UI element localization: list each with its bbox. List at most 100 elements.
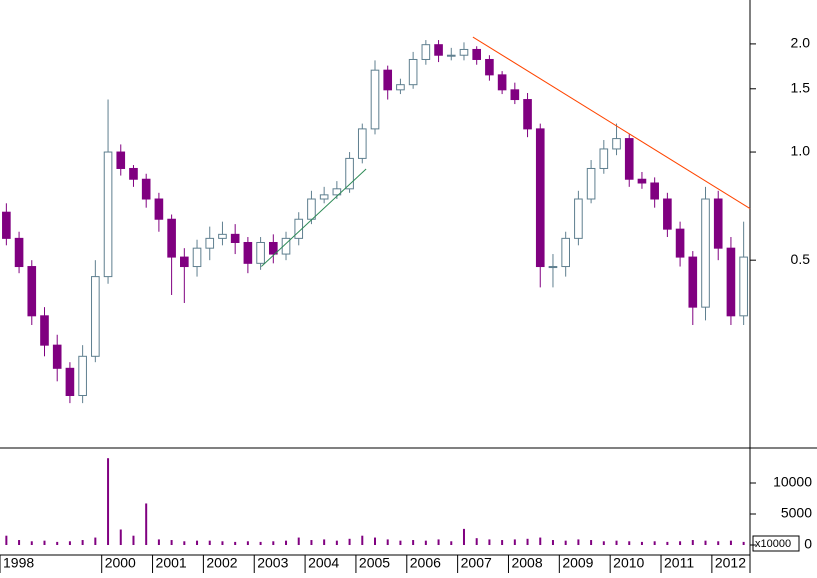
- candle-body: [650, 182, 659, 200]
- candle-body: [154, 198, 164, 220]
- candle-body: [218, 233, 227, 239]
- volume-bar: [590, 540, 593, 545]
- candle-body: [357, 128, 367, 159]
- candle-body: [243, 241, 253, 264]
- x-tick-label: 1998: [3, 555, 34, 571]
- volume-bar: [729, 540, 732, 545]
- candle-body: [574, 198, 583, 239]
- candle-body: [421, 44, 431, 60]
- candle-body: [561, 237, 570, 268]
- candle-body: [535, 128, 545, 268]
- volume-bar: [196, 540, 199, 545]
- x-tick-label: 2006: [410, 555, 441, 571]
- volume-bar: [68, 541, 71, 545]
- volume-bar: [272, 541, 275, 545]
- candle-body: [459, 48, 469, 56]
- volume-bar: [717, 541, 720, 545]
- volume-bar: [399, 540, 402, 545]
- volume-bar: [424, 540, 427, 545]
- volume-bar: [348, 538, 351, 545]
- volume-bar: [56, 541, 59, 545]
- candle-body: [345, 157, 354, 190]
- y-tick-label: 5000: [781, 505, 812, 521]
- volume-bar: [246, 541, 249, 545]
- volume-bar: [640, 541, 643, 545]
- volume-bar: [628, 541, 631, 545]
- volume-bar: [679, 541, 682, 545]
- candle-body: [180, 256, 189, 268]
- volume-bar: [564, 540, 567, 545]
- volume-bar: [513, 539, 516, 545]
- candle-body: [141, 178, 151, 200]
- candle-body: [523, 99, 532, 130]
- x-tick-label: 2009: [562, 555, 593, 571]
- candle-body: [739, 256, 748, 317]
- candle-body: [256, 241, 265, 264]
- volume-bar: [285, 540, 288, 545]
- x-tick-label: 2008: [511, 555, 542, 571]
- candle-body: [396, 84, 405, 91]
- candle-body: [612, 138, 621, 150]
- candle-body: [624, 138, 634, 180]
- candle-body: [78, 355, 87, 397]
- candle-body: [688, 256, 698, 308]
- volume-bar: [602, 541, 605, 545]
- candle-body: [129, 167, 138, 180]
- x-tick-label: 2010: [613, 555, 644, 571]
- candle-body: [332, 188, 342, 196]
- candle-body: [472, 48, 482, 60]
- volume-bar: [691, 540, 694, 545]
- candle-body: [637, 178, 647, 184]
- candle-body: [726, 247, 736, 317]
- x-tick-label: 2007: [461, 555, 492, 571]
- candle-body: [192, 247, 202, 268]
- candle-body: [2, 211, 11, 239]
- candle-body: [497, 74, 507, 91]
- volume-bar: [145, 503, 148, 545]
- candle-body: [167, 218, 176, 258]
- volume-bar: [107, 458, 110, 545]
- candle-body: [370, 69, 380, 130]
- volume-bar: [615, 540, 618, 545]
- volume-bar: [132, 535, 135, 545]
- volume-bar: [170, 540, 173, 545]
- candle-body: [510, 89, 520, 101]
- candle-body: [52, 344, 62, 369]
- volume-bar: [475, 538, 478, 545]
- y-tick-label: 10000: [773, 474, 812, 490]
- x-tick-label: 2012: [715, 555, 746, 571]
- x-tick-label: 2003: [257, 555, 288, 571]
- volume-bar: [310, 540, 313, 545]
- x-tick-label: 2005: [359, 555, 390, 571]
- volume-bar: [5, 535, 8, 545]
- volume-bar: [221, 541, 224, 545]
- candle-body: [230, 233, 240, 243]
- candle-body: [485, 58, 494, 76]
- candle-body: [40, 315, 49, 346]
- candle-body: [446, 54, 456, 57]
- y-tick-label: 0.5: [791, 251, 811, 267]
- candle-body: [281, 237, 291, 255]
- volume-bar: [259, 541, 262, 545]
- volume-bar: [323, 539, 326, 545]
- x-tick-label: 2002: [206, 555, 237, 571]
- volume-bar: [183, 541, 186, 545]
- candle-body: [27, 266, 37, 317]
- volume-bar: [81, 540, 84, 545]
- candle-body: [713, 198, 723, 249]
- candle-body: [434, 44, 443, 56]
- candle-body: [586, 167, 596, 200]
- volume-bar: [18, 540, 21, 545]
- volume-bar: [526, 538, 529, 545]
- volume-bar: [361, 535, 364, 545]
- volume-bar: [450, 541, 453, 545]
- volume-bar: [412, 540, 415, 545]
- candle-body: [675, 228, 685, 258]
- trendline: [472, 36, 751, 210]
- candle-body: [701, 198, 710, 308]
- candle-body: [14, 237, 24, 268]
- y-tick-label: 1.5: [791, 79, 811, 95]
- candle-body: [103, 151, 113, 278]
- y-tick-label: 2.0: [791, 35, 811, 51]
